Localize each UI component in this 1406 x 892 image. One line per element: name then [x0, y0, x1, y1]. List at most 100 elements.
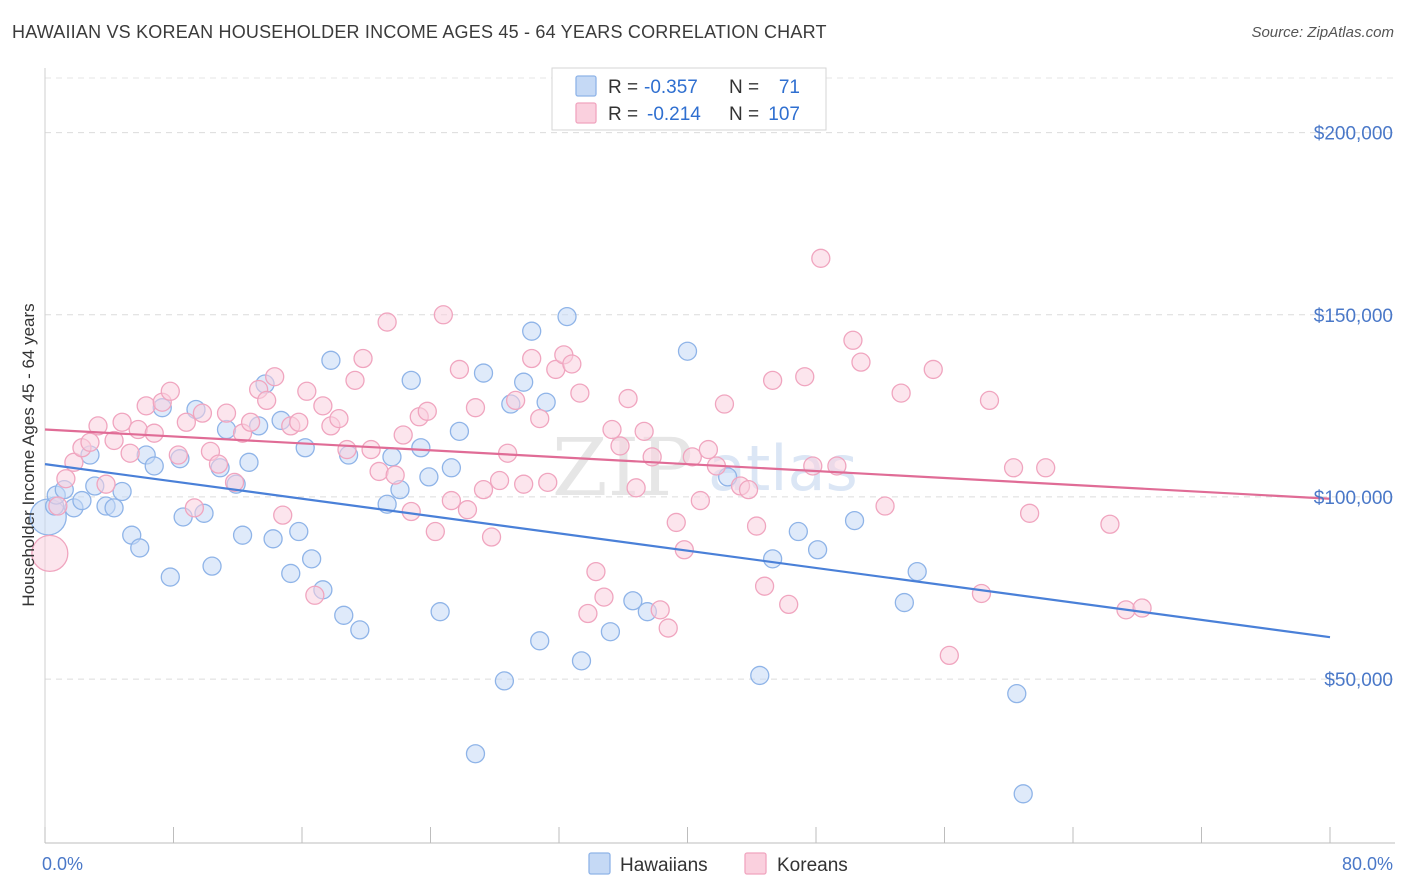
- koreans-point-6: [88, 416, 108, 436]
- koreans-point-102: [979, 390, 1000, 411]
- koreans-point-28: [265, 367, 285, 387]
- hawaiians-point-45: [419, 467, 439, 487]
- hawaiians-point-36: [321, 350, 341, 370]
- koreans-point-99: [923, 359, 943, 380]
- hawaiians-point-60: [623, 591, 643, 611]
- legend-n-label: N =: [729, 77, 759, 98]
- hawaiians-point-51: [494, 671, 515, 691]
- hawaiians-point-72: [1013, 784, 1033, 804]
- y-tick-label-2: $150,000: [1314, 306, 1393, 327]
- x-tick-label-end: 80.0%: [1342, 854, 1393, 874]
- koreans-point-13: [144, 423, 164, 443]
- koreans-point-48: [425, 521, 445, 542]
- koreans-point-105: [1036, 458, 1056, 478]
- hawaiians-point-47: [441, 458, 462, 478]
- hawaiians-point-37: [334, 605, 354, 625]
- source-label: Source: ZipAtlas.com: [1251, 24, 1394, 41]
- koreans-point-36: [329, 408, 349, 429]
- koreans-point-62: [538, 472, 558, 493]
- koreans-point-39: [353, 348, 373, 369]
- koreans-point-15: [160, 381, 180, 401]
- koreans-point-2: [56, 469, 76, 489]
- hawaiians-point-55: [530, 631, 550, 651]
- hawaiians-point-10: [112, 481, 132, 502]
- watermark-zip: ZIP: [552, 421, 693, 514]
- legend-n-value-hawaiians: 71: [779, 77, 800, 98]
- hawaiians-point-23: [216, 419, 237, 440]
- legend-r-value-koreans: -0.214: [647, 104, 701, 125]
- koreans-point-16: [168, 445, 188, 465]
- koreans-point-54: [473, 479, 494, 500]
- hawaiians-point-65: [762, 549, 783, 569]
- koreans-point-53: [465, 398, 486, 418]
- axes: [44, 68, 1395, 844]
- legend-n-value-koreans: 107: [768, 104, 800, 125]
- koreans-point-43: [385, 465, 405, 485]
- x-tick-label-start: 0.0%: [42, 854, 83, 874]
- y-tick-label-1: $100,000: [1314, 488, 1393, 509]
- hawaiians-point-43: [401, 370, 421, 391]
- hawaiians-point-70: [907, 561, 927, 582]
- koreans-point-10: [120, 443, 140, 463]
- hawaiians-point-50: [473, 363, 494, 383]
- hawaiians-point-32: [289, 521, 309, 542]
- koreans-point-25: [240, 412, 261, 432]
- koreans-point-42: [377, 312, 397, 332]
- koreans-point-101: [971, 583, 992, 604]
- hawaiians-point-33: [295, 438, 315, 458]
- koreans-point-0: [31, 534, 69, 573]
- hawaiians-point-44: [411, 438, 431, 458]
- grid-lines: [45, 77, 1395, 680]
- koreans-point-76: [650, 600, 670, 620]
- bottom-legend-hawaiians: Hawaiians: [620, 855, 708, 876]
- hawaiians-point-58: [571, 651, 592, 671]
- trend-lines: [44, 428, 1331, 639]
- series-legend: Hawaiians Koreans: [588, 852, 848, 876]
- koreans-point-59: [514, 474, 534, 494]
- koreans-point-51: [449, 359, 470, 380]
- koreans-point-69: [594, 587, 614, 607]
- hawaiians-point-39: [350, 620, 370, 640]
- koreans-point-12: [136, 396, 156, 416]
- hawaiians-point-16: [160, 567, 180, 587]
- hawaiians-point-66: [788, 521, 808, 542]
- data-points: [29, 248, 1152, 804]
- x-tick-labels: 0.0% 80.0%: [42, 854, 1393, 874]
- koreans-point-108: [1132, 598, 1152, 618]
- koreans-point-1: [48, 496, 68, 516]
- hawaiians-point-14: [144, 456, 164, 476]
- koreans-point-23: [224, 472, 245, 493]
- koreans-point-86: [738, 479, 759, 500]
- hawaiians-point-68: [844, 510, 865, 531]
- koreans-point-87: [746, 516, 767, 536]
- hawaiians-point-34: [301, 549, 322, 569]
- koreans-point-71: [610, 436, 630, 456]
- koreans-point-44: [393, 425, 413, 445]
- koreans-point-37: [337, 439, 357, 460]
- koreans-point-103: [1003, 458, 1024, 478]
- koreans-point-41: [369, 461, 389, 482]
- hawaiians-point-59: [600, 622, 621, 642]
- legend-swatch-hawaiians: [575, 75, 597, 97]
- koreans-point-106: [1100, 514, 1120, 534]
- chart-title: HAWAIIAN VS KOREAN HOUSEHOLDER INCOME AG…: [12, 22, 827, 42]
- koreans-point-58: [505, 390, 526, 411]
- koreans-point-70: [602, 419, 622, 440]
- hawaiians-point-31: [281, 563, 301, 584]
- hawaiians-point-57: [557, 306, 577, 327]
- correlation-legend: R = -0.357 N = 71 R = -0.214 N = 107: [551, 67, 827, 131]
- koreans-point-18: [184, 498, 205, 518]
- y-axis-label: Householder Income Ages 45 - 64 years: [19, 303, 38, 606]
- koreans-point-73: [626, 478, 646, 498]
- koreans-point-94: [827, 456, 847, 476]
- koreans-point-9: [112, 412, 132, 432]
- hawaiians-point-48: [449, 421, 470, 442]
- hawaiians-point-62: [677, 341, 698, 361]
- koreans-point-93: [811, 248, 831, 268]
- legend-r-label: R =: [608, 104, 638, 125]
- koreans-point-67: [578, 603, 598, 624]
- koreans-point-89: [762, 370, 783, 391]
- koreans-point-82: [698, 439, 719, 460]
- koreans-point-91: [795, 367, 815, 387]
